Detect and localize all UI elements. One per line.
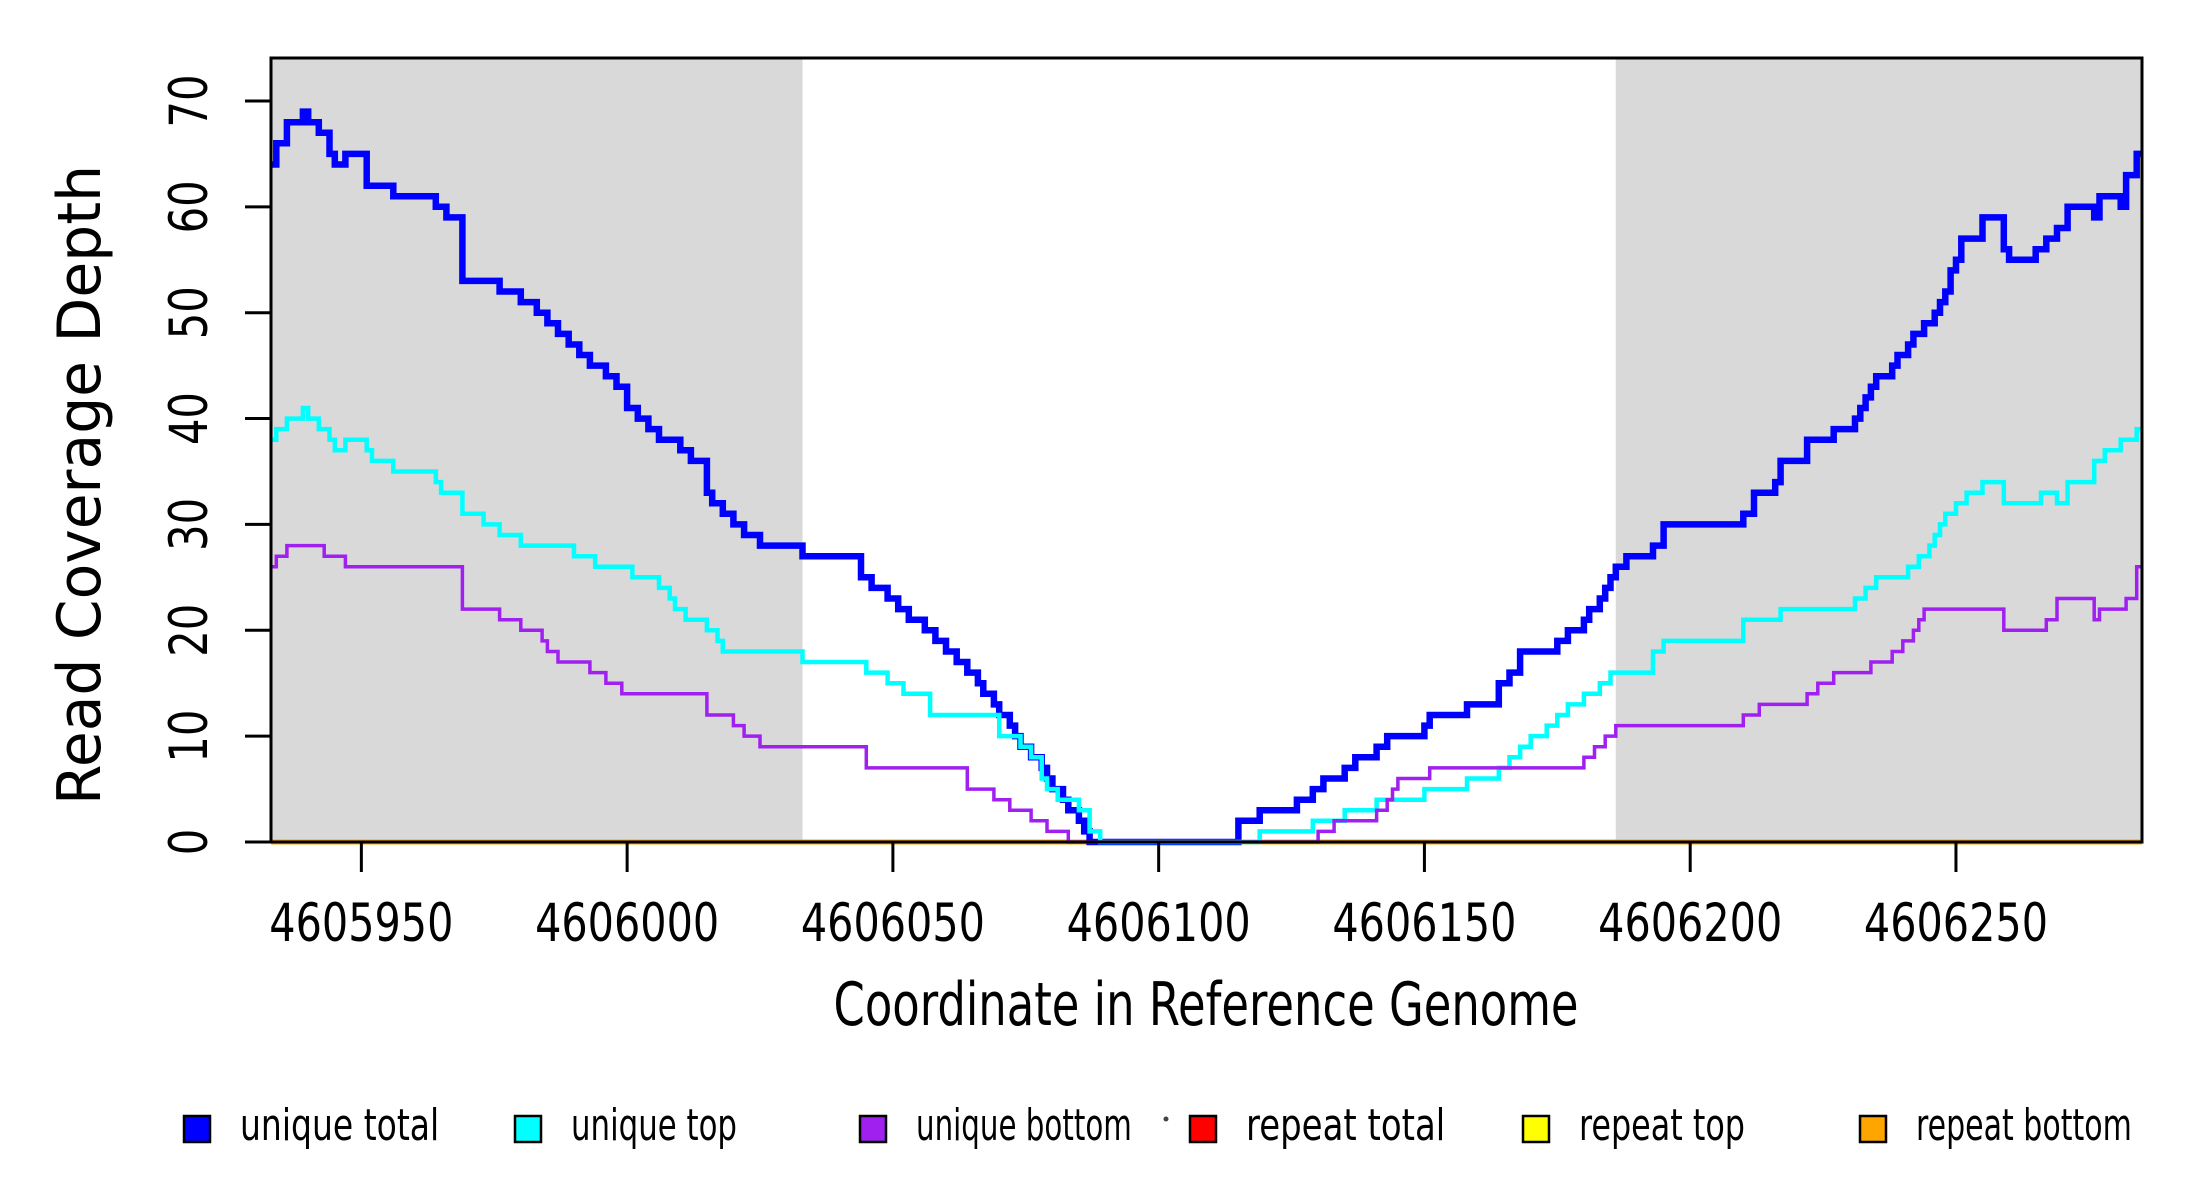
x-tick-label: 4606050 [801,893,985,954]
x-tick-label: 4605950 [269,893,453,954]
legend-swatch-repeat-total [1188,1114,1218,1144]
legend-label-unique-total: unique total [240,1100,439,1151]
y-tick-label: 70 [159,74,220,127]
series-line-unique-top [271,405,2142,845]
y-tick-label: 60 [159,180,220,233]
legend-swatch-repeat-bottom [1858,1114,1888,1144]
series-line-unique-total [271,108,2142,846]
x-tick-label: 4606000 [535,893,719,954]
repeat-region-band [1615,58,2142,842]
legend-label-repeat-bottom: repeat bottom [1916,1100,2132,1151]
y-tick-label: 50 [159,286,220,339]
x-tick-label: 4606200 [1598,893,1782,954]
x-axis: 4605950 4606000 4606050 4606100 4606150 46062… [269,842,2048,954]
series-line-unique-bottom [271,543,2142,844]
x-tick-label: 4606250 [1864,893,2048,954]
legend-swatch-unique-top [513,1114,543,1144]
y-axis: 0 10 20 30 40 50 60 70 [159,74,271,855]
legend-label-unique-bottom: unique bottom [916,1100,1132,1151]
x-tick-label: 4606100 [1067,893,1251,954]
y-tick-label: 40 [159,392,220,445]
legend-swatch-unique-bottom [858,1114,888,1144]
y-axis-title: Read Coverage Depth [45,165,115,805]
x-tick-label: 4606150 [1332,893,1516,954]
y-tick-label: 20 [159,604,220,657]
legend-label-unique-top: unique top [571,1100,737,1151]
y-tick-label: 0 [159,829,220,856]
repeat-region-band [271,58,803,842]
shaded-repeat-regions [271,58,2142,842]
legend-label-repeat-top: repeat top [1579,1100,1745,1151]
plot-frame [269,56,2144,844]
x-axis-title: Coordinate in Reference Genome [834,970,1579,1040]
y-tick-label: 10 [159,710,220,763]
y-tick-label: 30 [159,498,220,551]
legend-swatch-repeat-top [1521,1114,1551,1144]
legend-label-repeat-total: repeat total [1246,1100,1445,1151]
legend: unique total unique top unique bottom repea… [182,1100,2132,1151]
plot-border [269,56,2144,844]
legend-swatch-unique-total [182,1114,212,1144]
stray-dot-artifact [1163,1116,1169,1122]
